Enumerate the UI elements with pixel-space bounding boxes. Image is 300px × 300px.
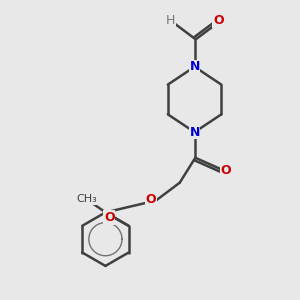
Text: O: O — [220, 164, 231, 177]
Text: N: N — [189, 126, 200, 139]
Text: O: O — [104, 211, 115, 224]
Text: N: N — [189, 60, 200, 73]
Text: O: O — [213, 14, 224, 27]
Text: H: H — [166, 14, 176, 27]
Text: CH₃: CH₃ — [76, 194, 97, 204]
Text: O: O — [145, 193, 156, 206]
